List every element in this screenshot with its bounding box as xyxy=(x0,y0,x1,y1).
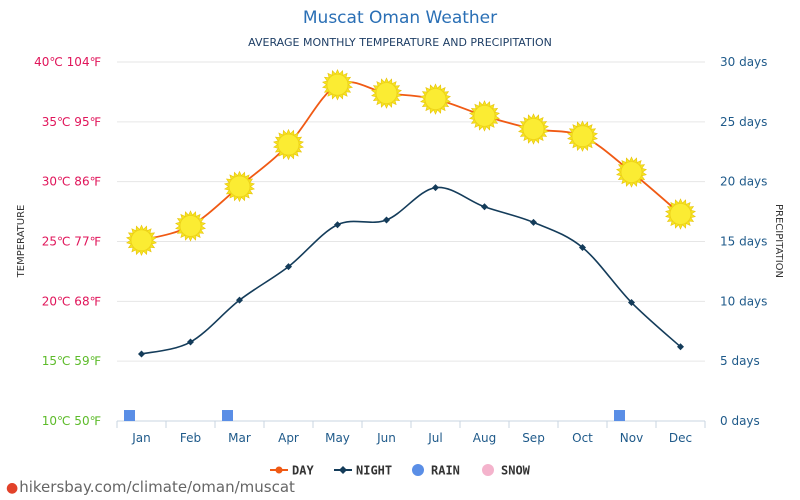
y-right-tick-label: 15 days xyxy=(720,235,767,249)
y-axis-label-temperature: TEMPERATURE xyxy=(16,205,27,279)
y-tick-label: 25℃ 77℉ xyxy=(42,235,101,249)
y-right-tick-label: 20 days xyxy=(720,175,767,189)
temperature-axis: 40℃ 104℉ 35℃ 95℉ 30℃ 86℉ 25℃ 77℉ 20℃ 68℉ 15℃ … xyxy=(34,55,101,428)
sun-icon xyxy=(322,69,353,101)
night-point xyxy=(187,338,194,346)
rain-bar xyxy=(222,410,233,421)
month-axis: Jan Feb Mar Apr May Jun Jul Aug Sep Oct Nov Dec xyxy=(131,431,692,445)
sun-icon xyxy=(273,128,304,161)
x-tick-label: Aug xyxy=(473,431,496,445)
y-tick-label: 10℃ 50℉ xyxy=(42,414,101,428)
sun-icon xyxy=(518,113,549,145)
sun-icon xyxy=(616,156,647,188)
legend: DAY NIGHT RAIN SNOW xyxy=(270,464,531,478)
sun-icon xyxy=(126,224,157,257)
y-tick-label: 35℃ 95℉ xyxy=(42,115,101,129)
night-line xyxy=(141,186,682,355)
y-right-tick-label: 25 days xyxy=(720,115,767,129)
series-markers xyxy=(126,69,696,358)
y-tick-label: 40℃ 104℉ xyxy=(34,55,101,69)
night-point xyxy=(481,203,488,211)
night-point xyxy=(334,221,341,229)
chart-title: Muscat Oman Weather xyxy=(303,8,497,28)
legend-rain-marker xyxy=(412,464,424,476)
night-point xyxy=(677,343,684,351)
series-lines xyxy=(141,81,682,355)
sun-icon xyxy=(469,100,500,132)
x-tick-label: Jul xyxy=(427,431,442,445)
legend-snow-marker xyxy=(482,464,494,476)
night-point xyxy=(530,218,537,226)
grid-lines xyxy=(116,61,706,428)
night-point xyxy=(236,296,243,304)
chart-subtitle: AVERAGE MONTHLY TEMPERATURE AND PRECIPIT… xyxy=(248,36,552,49)
location-pin-icon: ● xyxy=(6,480,19,496)
sun-icon xyxy=(420,83,451,115)
sun-icon xyxy=(665,198,696,230)
night-point xyxy=(432,184,439,192)
sun-icon xyxy=(567,120,598,152)
y-right-tick-label: 0 days xyxy=(720,414,760,428)
x-tick-label: Dec xyxy=(669,431,692,445)
night-point xyxy=(579,243,586,251)
night-point xyxy=(285,263,292,271)
x-tick-label: Jan xyxy=(131,431,151,445)
x-tick-label: Oct xyxy=(572,431,593,445)
rain-bars xyxy=(124,410,625,421)
sun-icon xyxy=(371,77,402,109)
night-point xyxy=(628,299,635,307)
x-tick-label: Jun xyxy=(376,431,396,445)
x-tick-label: Feb xyxy=(180,431,201,445)
legend-day-label: DAY xyxy=(292,464,314,478)
y-tick-label: 30℃ 86℉ xyxy=(42,175,101,189)
y-axis-label-precipitation: PRECIPITATION xyxy=(773,204,784,278)
legend-snow-label: SNOW xyxy=(501,464,531,478)
legend-night-marker xyxy=(339,466,347,474)
y-tick-label: 15℃ 59℉ xyxy=(42,354,101,368)
x-tick-label: Mar xyxy=(228,431,251,445)
footer-text: hikersbay.com/climate/oman/muscat xyxy=(19,478,295,496)
sun-icon xyxy=(224,170,255,203)
sun-icon xyxy=(175,210,206,242)
x-tick-label: Nov xyxy=(620,431,643,445)
x-tick-label: Apr xyxy=(278,431,299,445)
precipitation-axis: 30 days 25 days 20 days 15 days 10 days 5 day… xyxy=(720,55,767,428)
y-right-tick-label: 5 days xyxy=(720,354,760,368)
y-tick-label: 20℃ 68℉ xyxy=(42,294,101,308)
legend-day-marker xyxy=(275,466,283,474)
y-right-tick-label: 10 days xyxy=(720,294,767,308)
night-point xyxy=(383,216,390,224)
y-right-tick-label: 30 days xyxy=(720,55,767,69)
night-point xyxy=(138,350,145,358)
x-tick-label: Sep xyxy=(522,431,545,445)
rain-bar xyxy=(124,410,135,421)
footer-link[interactable]: ●hikersbay.com/climate/oman/muscat xyxy=(6,478,295,496)
rain-bar xyxy=(614,410,625,421)
legend-night-label: NIGHT xyxy=(356,464,392,478)
legend-rain-label: RAIN xyxy=(431,464,460,478)
x-tick-label: May xyxy=(325,431,350,445)
day-line xyxy=(141,81,682,242)
